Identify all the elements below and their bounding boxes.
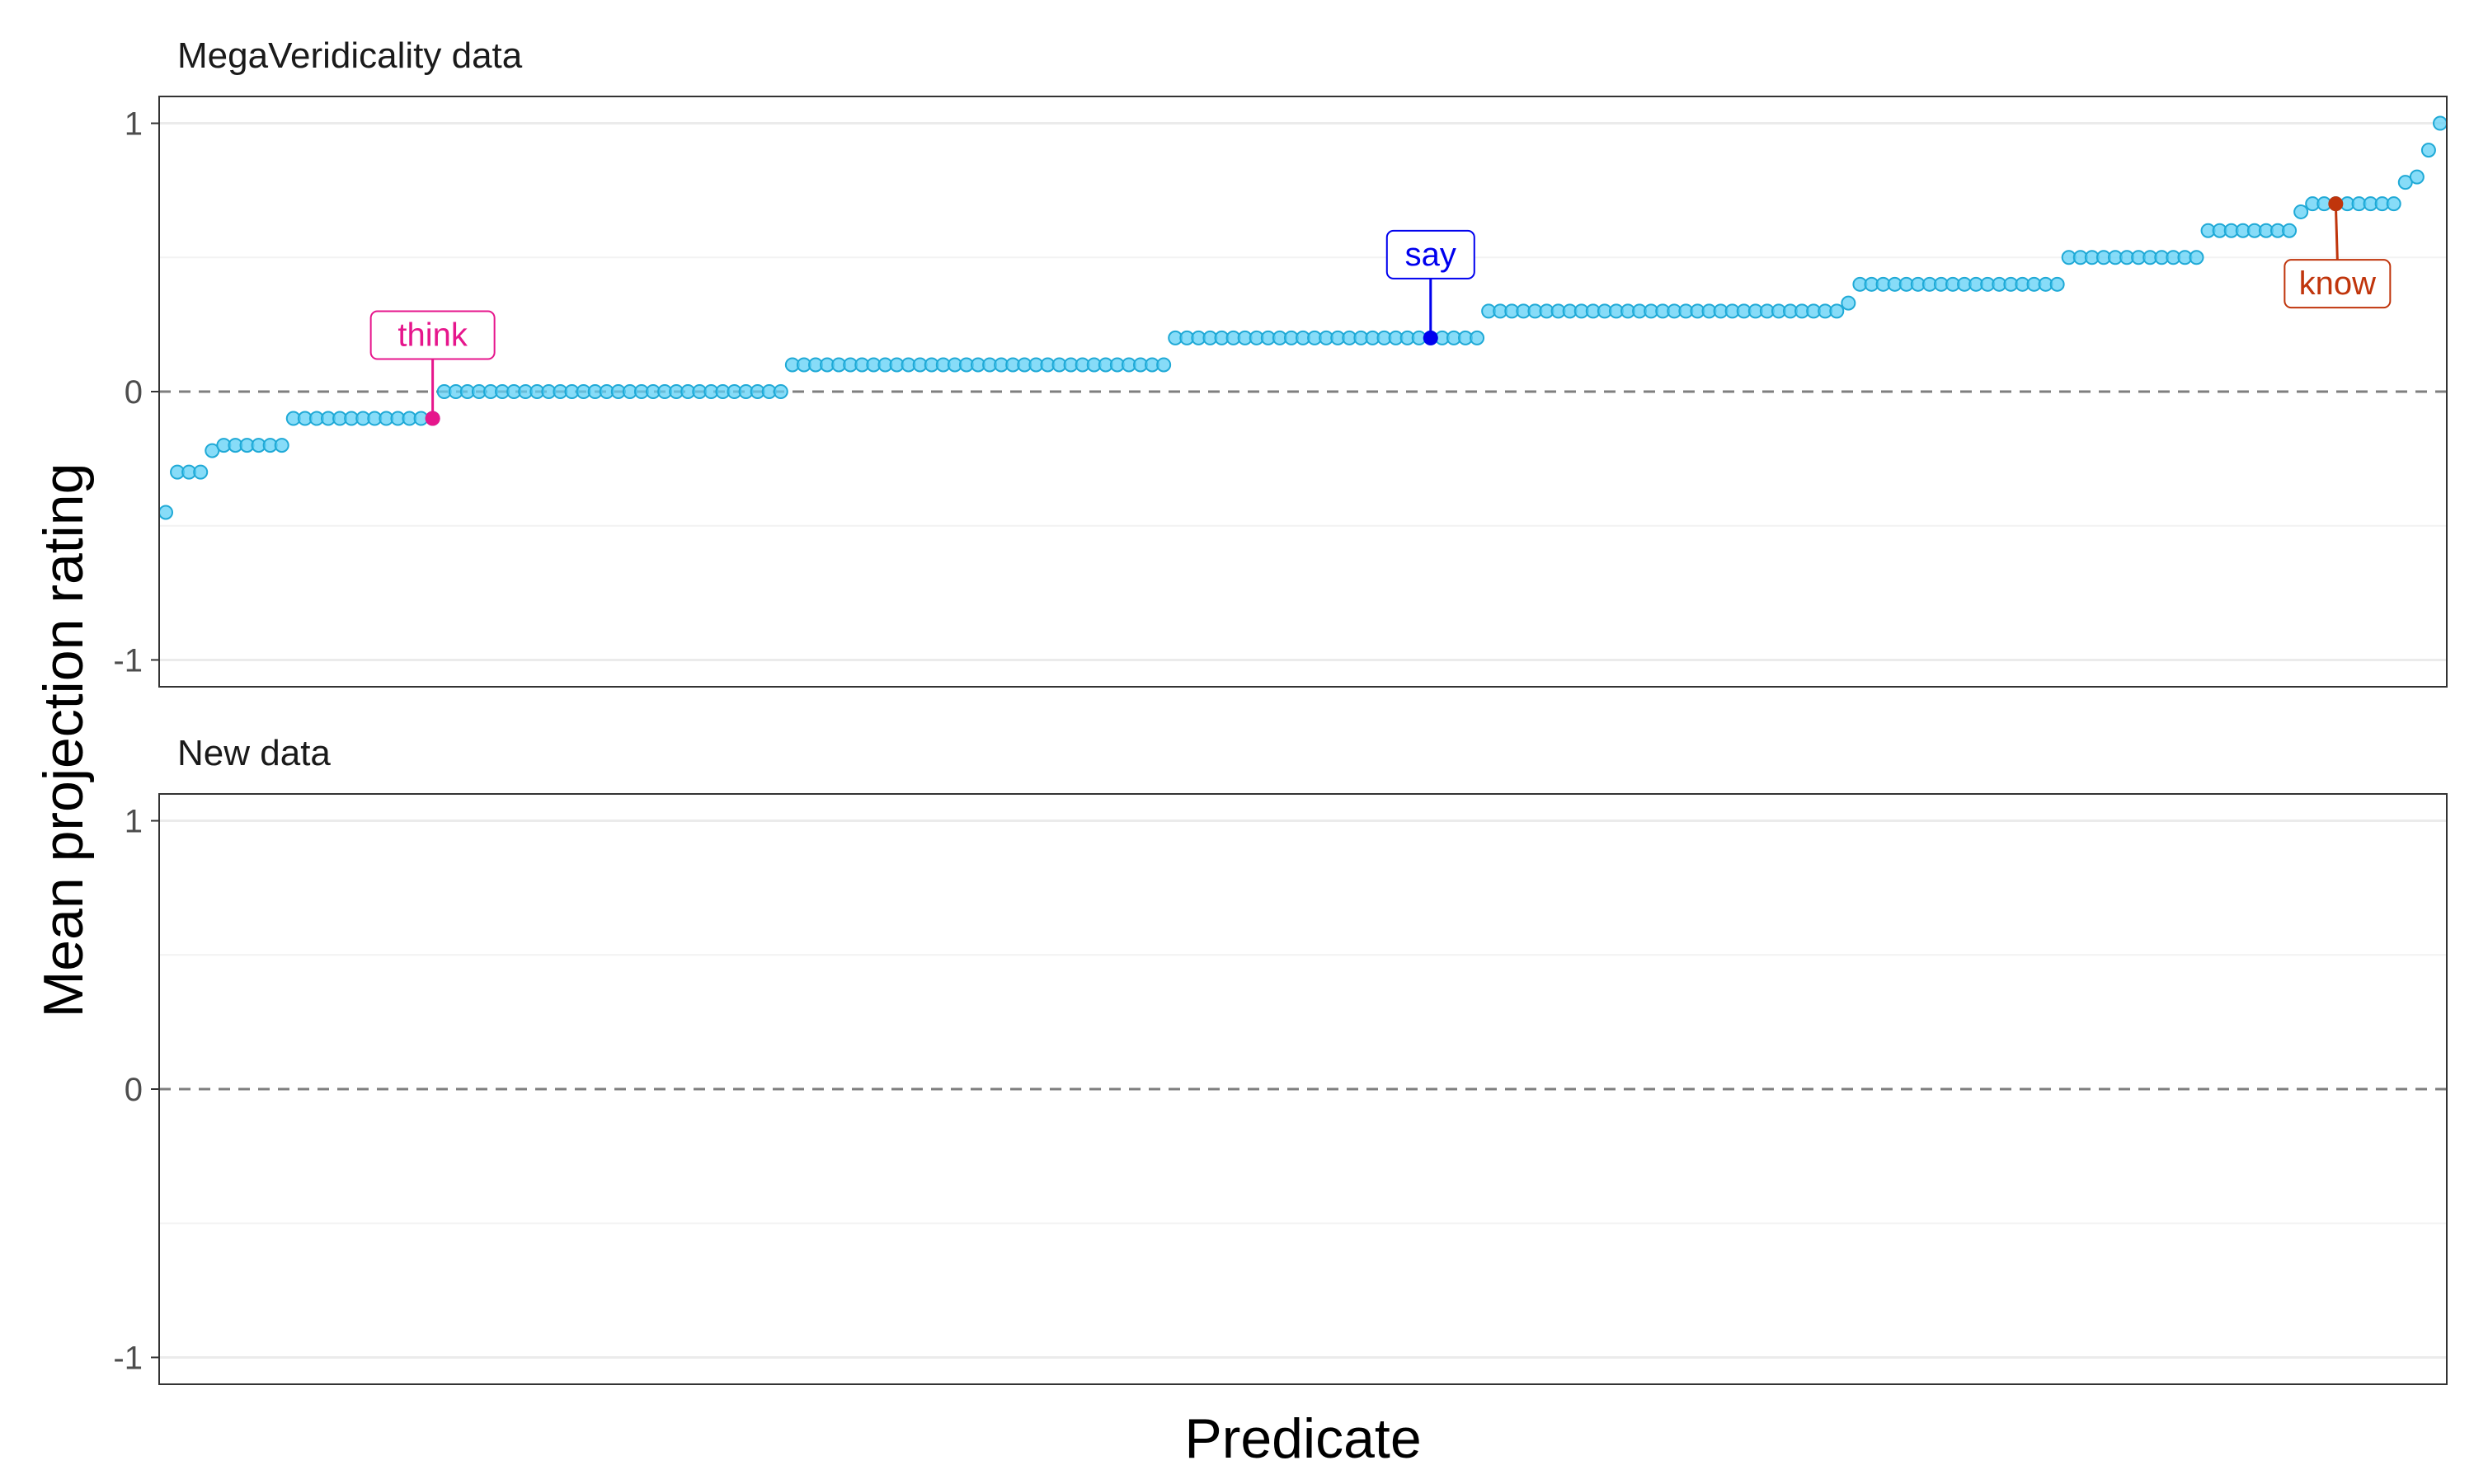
facet-title: New data [177, 733, 331, 773]
callout-leader-know [2334, 204, 2339, 261]
callout-box-know [2284, 259, 2392, 309]
callout-box-say [1385, 229, 1475, 279]
facet-title: MegaVeridicality data [177, 35, 523, 76]
panel-megaveridicality: MegaVeridicality data 1 0 -1 think say know [113, 35, 2448, 688]
data-point [2282, 223, 2298, 238]
data-point [1156, 357, 1172, 373]
data-point [1470, 330, 1485, 345]
callout-label-know: know [2299, 265, 2376, 302]
y-tick-label: 0 [125, 374, 143, 411]
y-tick-label: 1 [125, 804, 143, 840]
data-point [2433, 115, 2448, 131]
data-point [2189, 250, 2204, 265]
data-point [2420, 143, 2436, 158]
data-point [1829, 303, 1845, 319]
callout-label-think: think [397, 317, 468, 354]
data-point [2409, 169, 2425, 185]
highlight-point-think [425, 411, 440, 426]
data-point [2049, 276, 2065, 292]
y-tick-label: 1 [125, 106, 143, 143]
panel-border [158, 793, 2448, 1385]
data-point [2386, 196, 2401, 212]
highlight-point-say [1423, 330, 1438, 345]
y-axis-title: Mean projection rating [32, 463, 95, 1018]
highlight-point-know [2328, 196, 2344, 212]
callout-box-think [369, 310, 496, 360]
x-axis-title: Predicate [1184, 1407, 1421, 1470]
data-point [158, 505, 173, 520]
y-tick-label: 0 [125, 1072, 143, 1108]
panel-new-data: New data 1 0 -1 [113, 733, 2448, 1385]
data-point [1841, 295, 1856, 311]
y-tick-label: -1 [113, 1340, 143, 1376]
callout-label-say: say [1405, 237, 1456, 273]
data-point [773, 384, 788, 399]
panel-border [158, 96, 2448, 688]
y-tick-label: -1 [113, 642, 143, 679]
data-point [274, 438, 289, 453]
data-point [193, 464, 209, 480]
data-point [2293, 204, 2309, 219]
